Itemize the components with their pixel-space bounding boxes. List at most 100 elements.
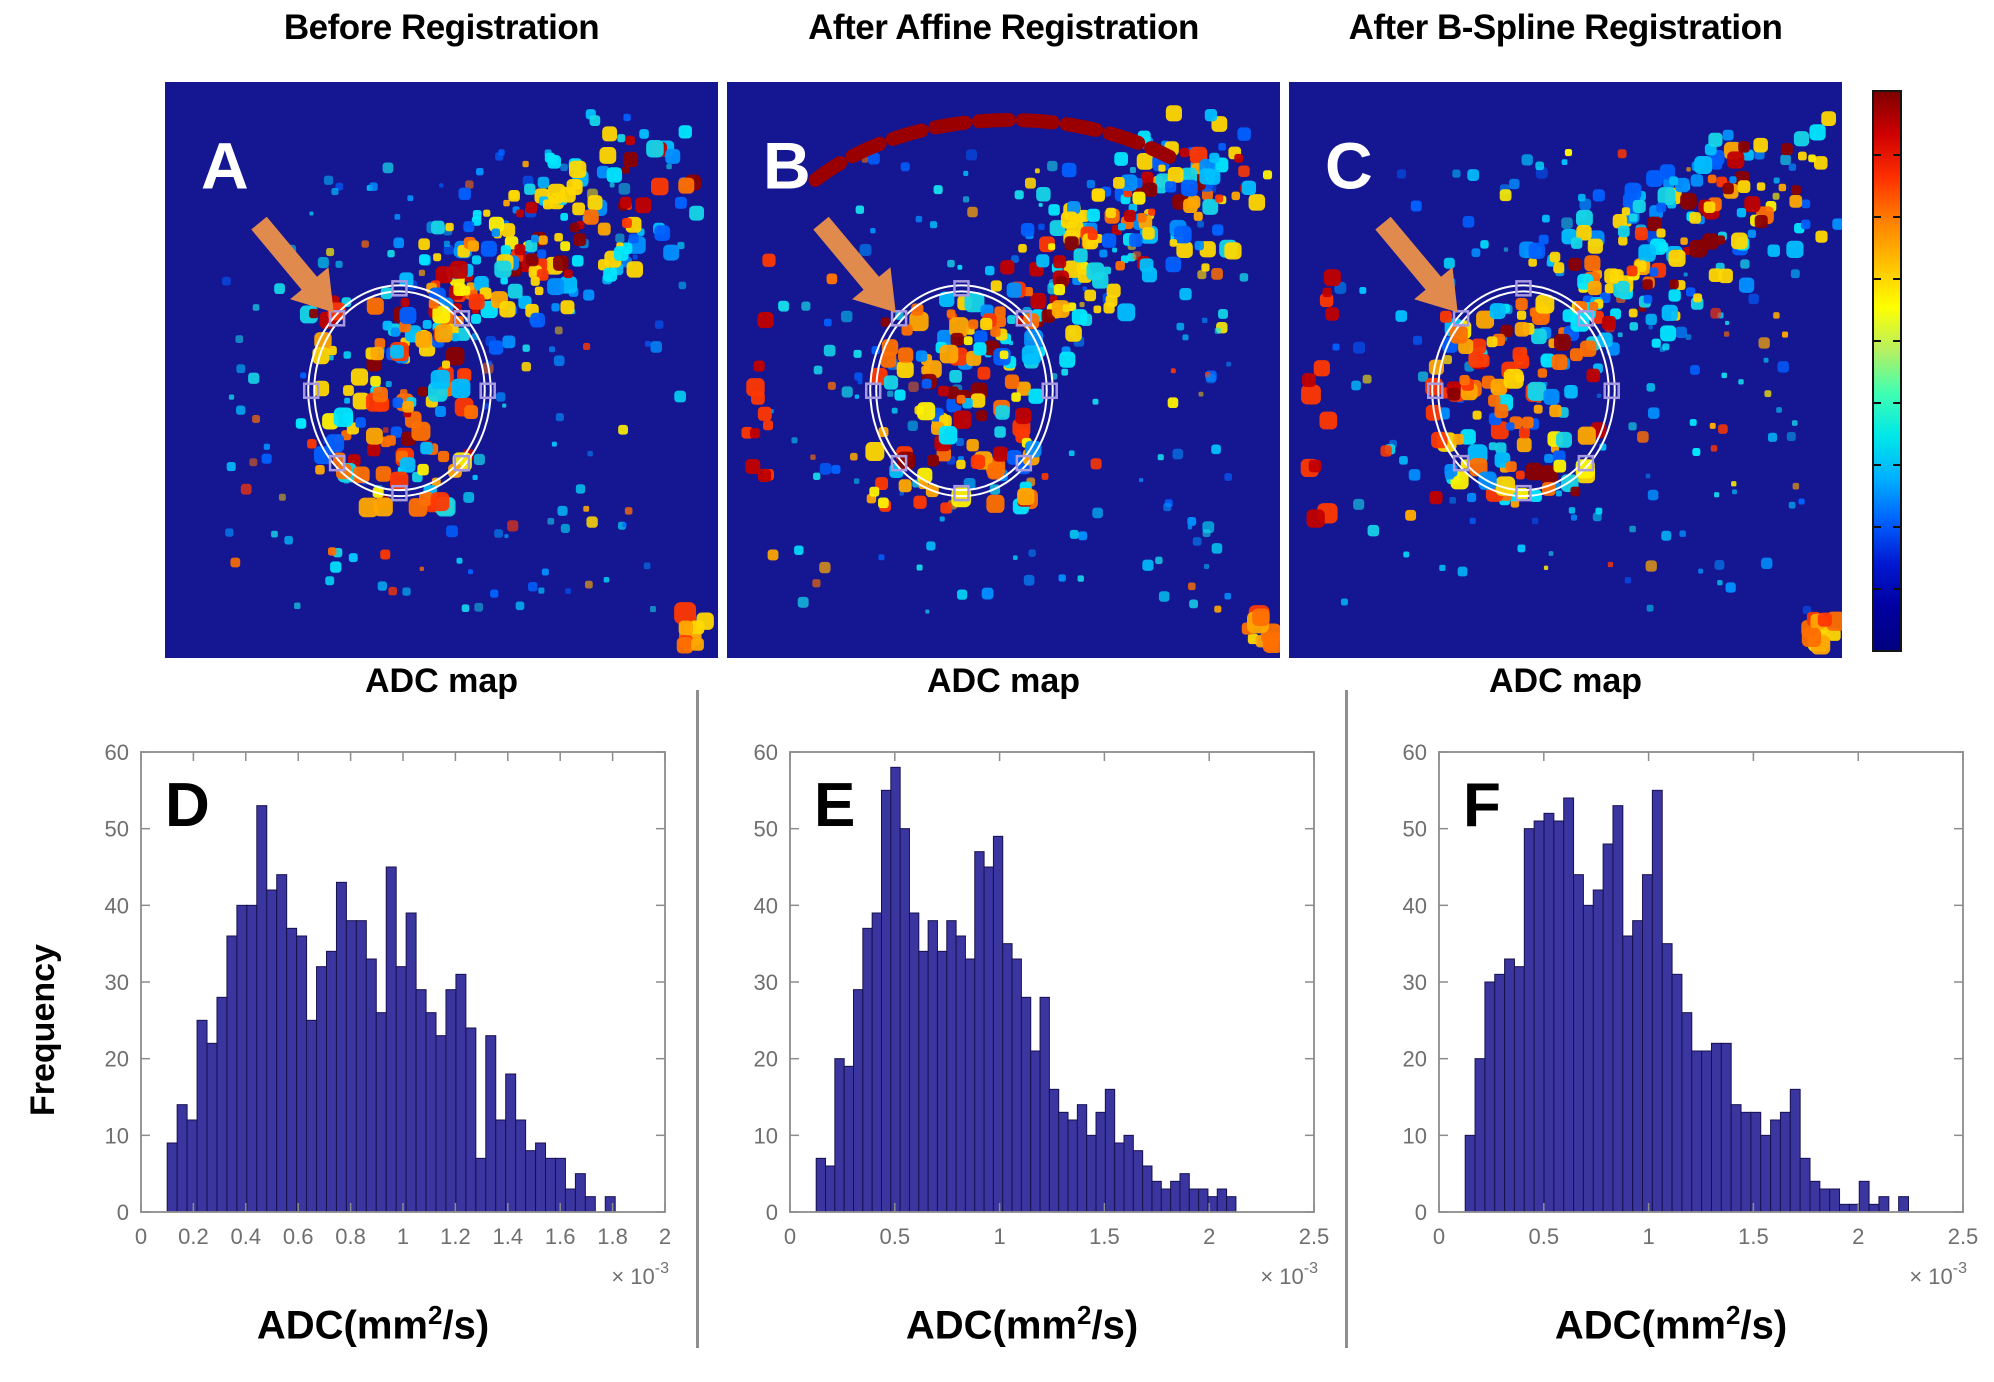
roi-ellipse: [1431, 284, 1616, 498]
svg-text:30: 30: [105, 970, 129, 995]
svg-text:1: 1: [397, 1224, 409, 1249]
svg-text:1: 1: [1642, 1224, 1654, 1249]
title-bspline-registration: After B-Spline Registration: [1348, 8, 1783, 47]
roi-arrow-icon: [1375, 216, 1458, 313]
svg-text:50: 50: [1403, 817, 1427, 842]
colorbar-tick: [1874, 340, 1881, 342]
column-titles: Before Registration After Affine Registr…: [165, 8, 1842, 48]
histogram-cell-d: 0 0.2 0.4 0.6 0.8 1 1.2 1.4 1.6 1.8 2 0 10 20 30 40 50 60…: [50, 690, 696, 1348]
roi-handle: [890, 454, 908, 472]
histogram-e: 0 0.5 1 1.5 2 2.5 0 10 20 30 40 50 60 × 10-3 E: [754, 740, 1330, 1289]
roi-handle: [453, 454, 471, 472]
svg-text:10: 10: [105, 1123, 129, 1148]
panel-letter: C: [1325, 129, 1373, 203]
roi-ellipse-inner: [313, 290, 486, 492]
axis-multiplier: × 10-3: [611, 1260, 669, 1289]
roi-handle: [1515, 280, 1532, 297]
colorbar-tick: [1874, 402, 1881, 404]
roi-handle: [1577, 310, 1595, 327]
xlabel-sup: 2: [1725, 1300, 1741, 1330]
histogram-f: 0 0.5 1 1.5 2 2.5 0 10 20 30 40 50 60 × 10-3 F: [1403, 740, 1979, 1289]
svg-text:50: 50: [105, 817, 129, 842]
axis-multiplier: × 10-3: [1909, 1260, 1967, 1289]
svg-text:1: 1: [993, 1224, 1005, 1249]
roi-handle: [453, 310, 471, 327]
roi-handle: [953, 280, 970, 297]
svg-text:40: 40: [1403, 893, 1427, 918]
adc-map-row: A B C: [165, 82, 1842, 658]
roi-handle: [1041, 382, 1058, 399]
jet-colorbar: [1872, 90, 1902, 652]
svg-text:20: 20: [105, 1047, 129, 1072]
roi-arrow-icon: [813, 216, 896, 313]
roi-handle: [1426, 382, 1444, 399]
svg-text:0: 0: [117, 1200, 129, 1225]
xlabel-post: /s): [442, 1303, 490, 1348]
roi-handle: [1452, 310, 1470, 327]
roi-handle: [864, 382, 882, 399]
roi-handle: [391, 280, 408, 297]
roi-handle: [1603, 382, 1620, 399]
svg-text:1.2: 1.2: [440, 1224, 471, 1249]
title-before-registration: Before Registration: [283, 8, 600, 47]
svg-text:40: 40: [754, 893, 778, 918]
panel-letter: B: [763, 129, 811, 203]
axes-box: [1438, 751, 1964, 1213]
roi-ellipse: [869, 284, 1054, 498]
adc-map-b: B: [727, 82, 1280, 658]
svg-text:0.6: 0.6: [283, 1224, 314, 1249]
svg-text:1.5: 1.5: [1089, 1224, 1120, 1249]
roi-handle: [479, 382, 496, 399]
svg-text:0.8: 0.8: [335, 1224, 366, 1249]
tick-labels: 0 0.5 1 1.5 2 2.5 0 10 20 30 40 50 60 × 10-3: [1403, 740, 1979, 1289]
axes-box: [140, 751, 666, 1213]
roi-ellipse: [307, 284, 492, 498]
svg-text:0: 0: [1415, 1200, 1427, 1225]
adc-map-c: C: [1289, 82, 1842, 658]
panel-letter: A: [201, 129, 249, 203]
svg-text:2: 2: [1203, 1224, 1215, 1249]
roi-handle: [1015, 310, 1033, 327]
panel-letter: D: [165, 771, 210, 840]
colorbar-tick: [1893, 464, 1900, 466]
svg-text:0: 0: [135, 1224, 147, 1249]
colorbar-tick: [1893, 154, 1900, 156]
svg-text:60: 60: [105, 740, 129, 765]
svg-text:0: 0: [1433, 1224, 1445, 1249]
roi-handle: [1015, 454, 1033, 472]
svg-text:2.5: 2.5: [1948, 1224, 1979, 1249]
svg-text:2: 2: [659, 1224, 671, 1249]
colorbar-tick: [1893, 526, 1900, 528]
title-affine-registration: After Affine Registration: [808, 8, 1199, 47]
colorbar-tick: [1874, 154, 1881, 156]
x-axis-label-adc: ADC(mm2/s): [1348, 1300, 1994, 1348]
histogram-bars: [815, 766, 1237, 1213]
svg-text:0.5: 0.5: [1529, 1224, 1560, 1249]
svg-text:2.5: 2.5: [1299, 1224, 1330, 1249]
roi-handle: [328, 454, 346, 472]
tick-labels: 0 0.5 1 1.5 2 2.5 0 10 20 30 40 50 60 × 10-3: [754, 740, 1330, 1289]
svg-text:0.4: 0.4: [231, 1224, 262, 1249]
svg-text:60: 60: [754, 740, 778, 765]
x-axis-label-adc: ADC(mm2/s): [50, 1300, 696, 1348]
roi-handle: [391, 484, 408, 502]
svg-text:20: 20: [754, 1047, 778, 1072]
colorbar-tick: [1874, 588, 1881, 590]
svg-text:10: 10: [1403, 1123, 1427, 1148]
svg-text:1.8: 1.8: [597, 1224, 628, 1249]
svg-text:0: 0: [784, 1224, 796, 1249]
svg-text:0.5: 0.5: [880, 1224, 911, 1249]
roi-ellipse-inner: [1437, 290, 1610, 492]
histogram-row: 0 0.2 0.4 0.6 0.8 1 1.2 1.4 1.6 1.8 2 0 10 20 30 40 50 60…: [50, 690, 1994, 1349]
axis-multiplier: × 10-3: [1260, 1260, 1318, 1289]
xlabel-sup: 2: [1076, 1300, 1092, 1330]
xlabel-pre: ADC(mm: [1554, 1303, 1726, 1348]
colorbar-tick: [1893, 588, 1900, 590]
svg-text:1.6: 1.6: [545, 1224, 576, 1249]
svg-text:10: 10: [754, 1123, 778, 1148]
histogram-cell-e: 0 0.5 1 1.5 2 2.5 0 10 20 30 40 50 60 × 10-3 E ADC(mm2…: [696, 690, 1345, 1349]
map-captions: ADC map ADC map ADC map: [165, 662, 1842, 701]
xlabel-pre: ADC(mm: [905, 1303, 1077, 1348]
xlabel-pre: ADC(mm: [256, 1303, 428, 1348]
